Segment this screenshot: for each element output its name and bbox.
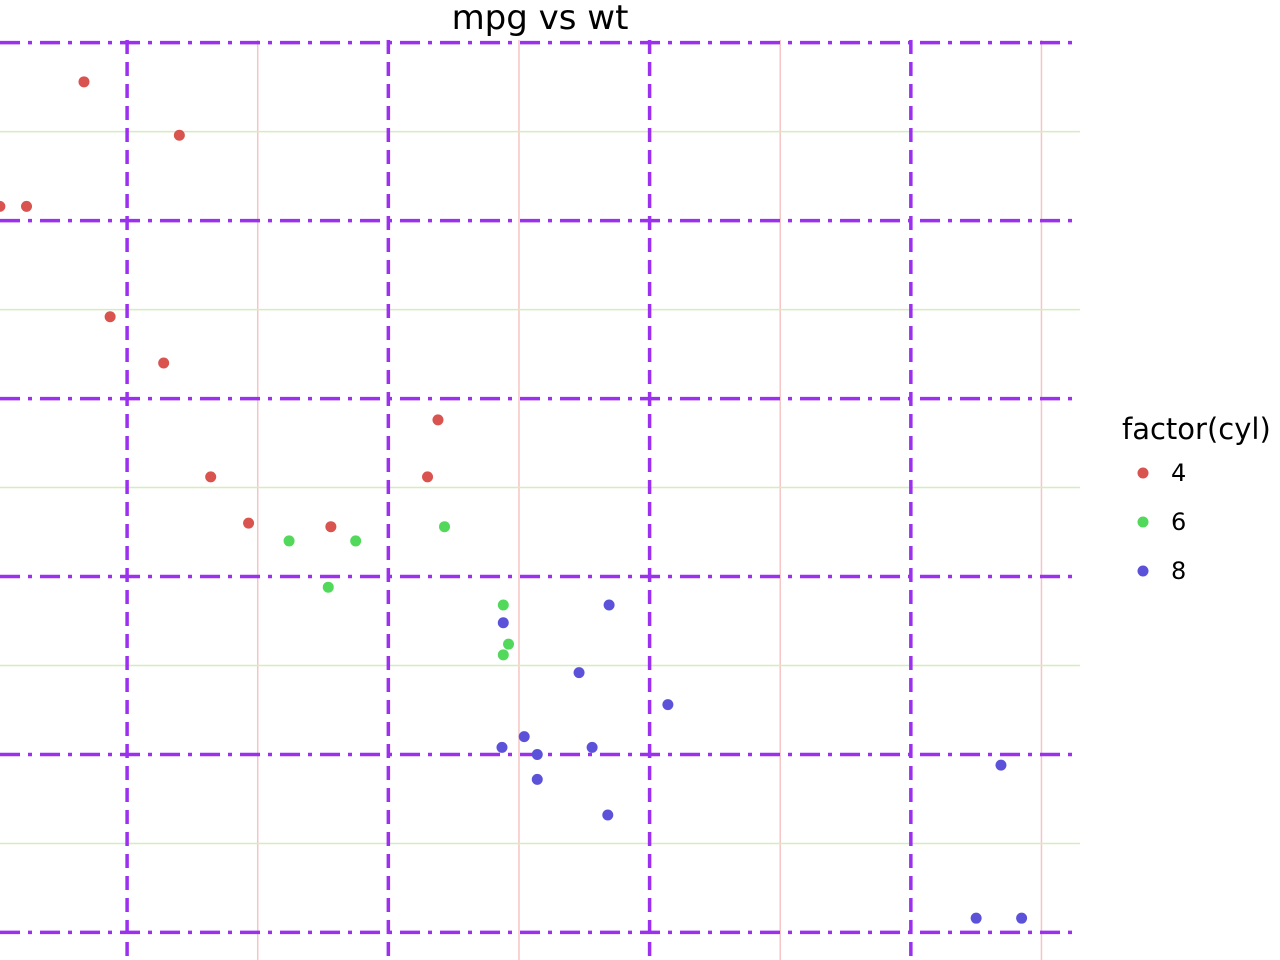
data-point-cyl-8	[531, 773, 543, 785]
data-point-cyl-8	[518, 731, 530, 743]
data-point-cyl-8	[531, 748, 543, 760]
data-point-cyl-6	[322, 581, 334, 593]
data-point-cyl-8	[573, 667, 585, 679]
data-point-cyl-4	[432, 414, 444, 426]
chart-title: mpg vs wt	[452, 0, 629, 38]
data-point-cyl-4	[243, 517, 255, 529]
legend-title: factor(cyl)	[1122, 412, 1271, 446]
data-point-cyl-8	[602, 809, 614, 821]
data-point-cyl-4	[158, 357, 170, 369]
data-point-cyl-8	[497, 617, 509, 629]
legend-label-4: 4	[1171, 459, 1186, 487]
legend-label-8: 8	[1171, 557, 1186, 585]
major-gridlines	[0, 40, 1080, 960]
data-point-cyl-8	[586, 741, 598, 753]
data-point-cyl-4	[422, 471, 434, 483]
data-point-cyl-4	[0, 200, 6, 212]
data-point-cyl-6	[497, 649, 509, 661]
legend-key-8	[1137, 565, 1149, 577]
data-point-cyl-6	[503, 638, 515, 650]
data-point-cyl-8	[496, 741, 508, 753]
data-point-cyl-8	[970, 912, 982, 924]
data-point-cyl-8	[995, 759, 1007, 771]
data-point-cyl-6	[497, 599, 509, 611]
data-point-cyl-4	[78, 76, 90, 88]
data-point-cyl-8	[662, 699, 674, 711]
legend: factor(cyl) 4 6 8	[1122, 412, 1271, 585]
data-point-cyl-4	[325, 521, 337, 533]
minor-gridlines	[0, 40, 1080, 960]
data-points	[0, 76, 1028, 924]
legend-label-6: 6	[1171, 508, 1186, 536]
data-point-cyl-4	[21, 200, 33, 212]
data-point-cyl-8	[1016, 912, 1028, 924]
data-point-cyl-6	[283, 535, 295, 547]
data-point-cyl-4	[173, 129, 185, 141]
legend-items: 4 6 8	[1137, 459, 1186, 585]
data-point-cyl-4	[104, 311, 116, 323]
data-point-cyl-6	[350, 535, 362, 547]
legend-key-4	[1137, 467, 1149, 479]
data-point-cyl-8	[603, 599, 615, 611]
data-point-cyl-4	[205, 471, 217, 483]
legend-key-6	[1137, 516, 1149, 528]
data-point-cyl-6	[439, 521, 451, 533]
